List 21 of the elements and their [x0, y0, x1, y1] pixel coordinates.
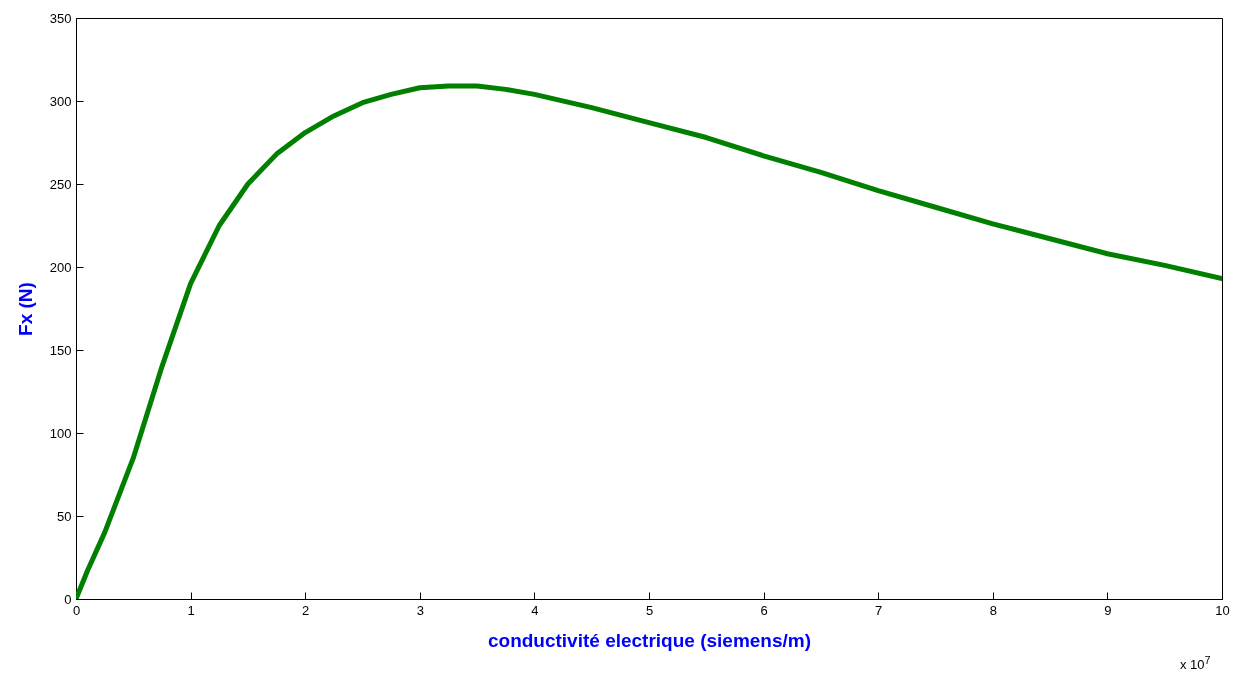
- x-tick-label: 4: [531, 602, 539, 618]
- y-tick-label: 0: [64, 591, 72, 607]
- x-tick-label: 1: [187, 602, 195, 618]
- y-axis-title: Fx (N): [14, 282, 36, 336]
- x-axis-title: conductivité electrique (siemens/m): [487, 629, 812, 651]
- x-tick-label: 7: [875, 602, 883, 618]
- y-tick-label: 200: [49, 259, 72, 275]
- x-tick-label: 9: [1104, 602, 1112, 618]
- x-tick-label: 3: [416, 602, 424, 618]
- x-tick-label: 8: [989, 602, 997, 618]
- y-tick-label: 250: [49, 176, 72, 192]
- y-tick-label: 150: [49, 342, 72, 358]
- text: x 10$^{7}$: [1180, 654, 1211, 673]
- x-tick-label: 10: [1215, 602, 1230, 618]
- x-tick-label: 5: [645, 602, 654, 618]
- y-tick-label: 300: [49, 93, 72, 109]
- y-tick-label: 350: [49, 10, 72, 26]
- y-tick-label: 50: [57, 508, 72, 524]
- y-tick-label: 100: [49, 425, 72, 441]
- x-tick-label: 2: [302, 602, 310, 618]
- x-tick-label: 6: [760, 602, 768, 618]
